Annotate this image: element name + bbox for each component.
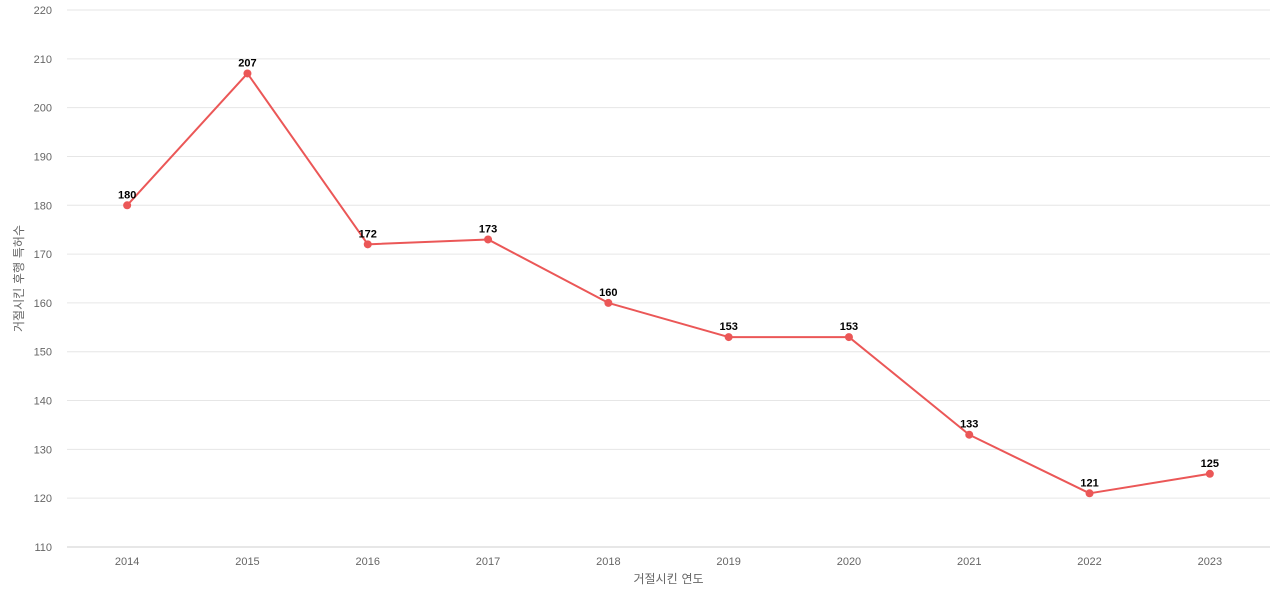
data-label: 172 bbox=[359, 228, 377, 240]
data-point[interactable] bbox=[1085, 489, 1094, 498]
y-tick-label: 190 bbox=[34, 151, 52, 163]
x-tick-label: 2016 bbox=[356, 556, 380, 568]
x-tick-label: 2019 bbox=[716, 556, 740, 568]
data-point[interactable] bbox=[604, 298, 613, 307]
x-tick-label: 2014 bbox=[115, 556, 139, 568]
data-label: 153 bbox=[719, 321, 737, 333]
x-tick-label: 2015 bbox=[235, 556, 259, 568]
data-label: 121 bbox=[1080, 477, 1098, 489]
data-point[interactable] bbox=[123, 201, 132, 210]
y-tick-label: 110 bbox=[34, 542, 52, 554]
y-tick-label: 220 bbox=[34, 5, 52, 17]
y-tick-label: 210 bbox=[34, 54, 52, 66]
data-point[interactable] bbox=[243, 69, 252, 78]
data-point[interactable] bbox=[724, 333, 733, 342]
x-tick-label: 2018 bbox=[596, 556, 620, 568]
y-tick-label: 180 bbox=[34, 200, 52, 212]
data-label: 160 bbox=[599, 287, 617, 299]
y-tick-label: 120 bbox=[34, 493, 52, 505]
data-label: 125 bbox=[1201, 458, 1219, 470]
x-tick-label: 2023 bbox=[1198, 556, 1222, 568]
y-axis-title: 거절시킨 후행 특허수 bbox=[11, 225, 26, 332]
data-point[interactable] bbox=[844, 333, 853, 342]
data-label: 180 bbox=[118, 189, 136, 201]
x-tick-label: 2017 bbox=[476, 556, 500, 568]
y-tick-label: 130 bbox=[34, 444, 52, 456]
data-label: 173 bbox=[479, 223, 497, 235]
y-tick-label: 140 bbox=[34, 396, 52, 408]
data-point[interactable] bbox=[484, 235, 493, 244]
series-line bbox=[126, 72, 1211, 495]
data-point[interactable] bbox=[1205, 469, 1214, 478]
data-label: 207 bbox=[238, 57, 256, 69]
gridlines bbox=[67, 9, 1270, 548]
data-point[interactable] bbox=[363, 240, 372, 249]
y-tick-label: 200 bbox=[34, 103, 52, 115]
series-layer: 180 207 172 173 160 153 153 133 121 125 bbox=[118, 57, 1219, 498]
data-label: 133 bbox=[960, 419, 978, 431]
y-tick-label: 170 bbox=[34, 249, 52, 261]
x-tick-label: 2020 bbox=[837, 556, 861, 568]
y-tick-label: 160 bbox=[34, 298, 52, 310]
x-axis-title: 거절시킨 연도 bbox=[633, 572, 703, 586]
x-tick-label: 2021 bbox=[957, 556, 981, 568]
data-point[interactable] bbox=[965, 430, 974, 439]
y-tick-label: 150 bbox=[34, 347, 52, 359]
x-tick-label: 2022 bbox=[1077, 556, 1101, 568]
y-axis-ticks: 110 120 130 140 150 160 170 180 190 200 210 220 bbox=[34, 5, 52, 554]
data-label: 153 bbox=[840, 321, 858, 333]
x-axis-ticks: 2014 2015 2016 2017 2018 2019 2020 2021 2022 2023 bbox=[115, 556, 1222, 568]
